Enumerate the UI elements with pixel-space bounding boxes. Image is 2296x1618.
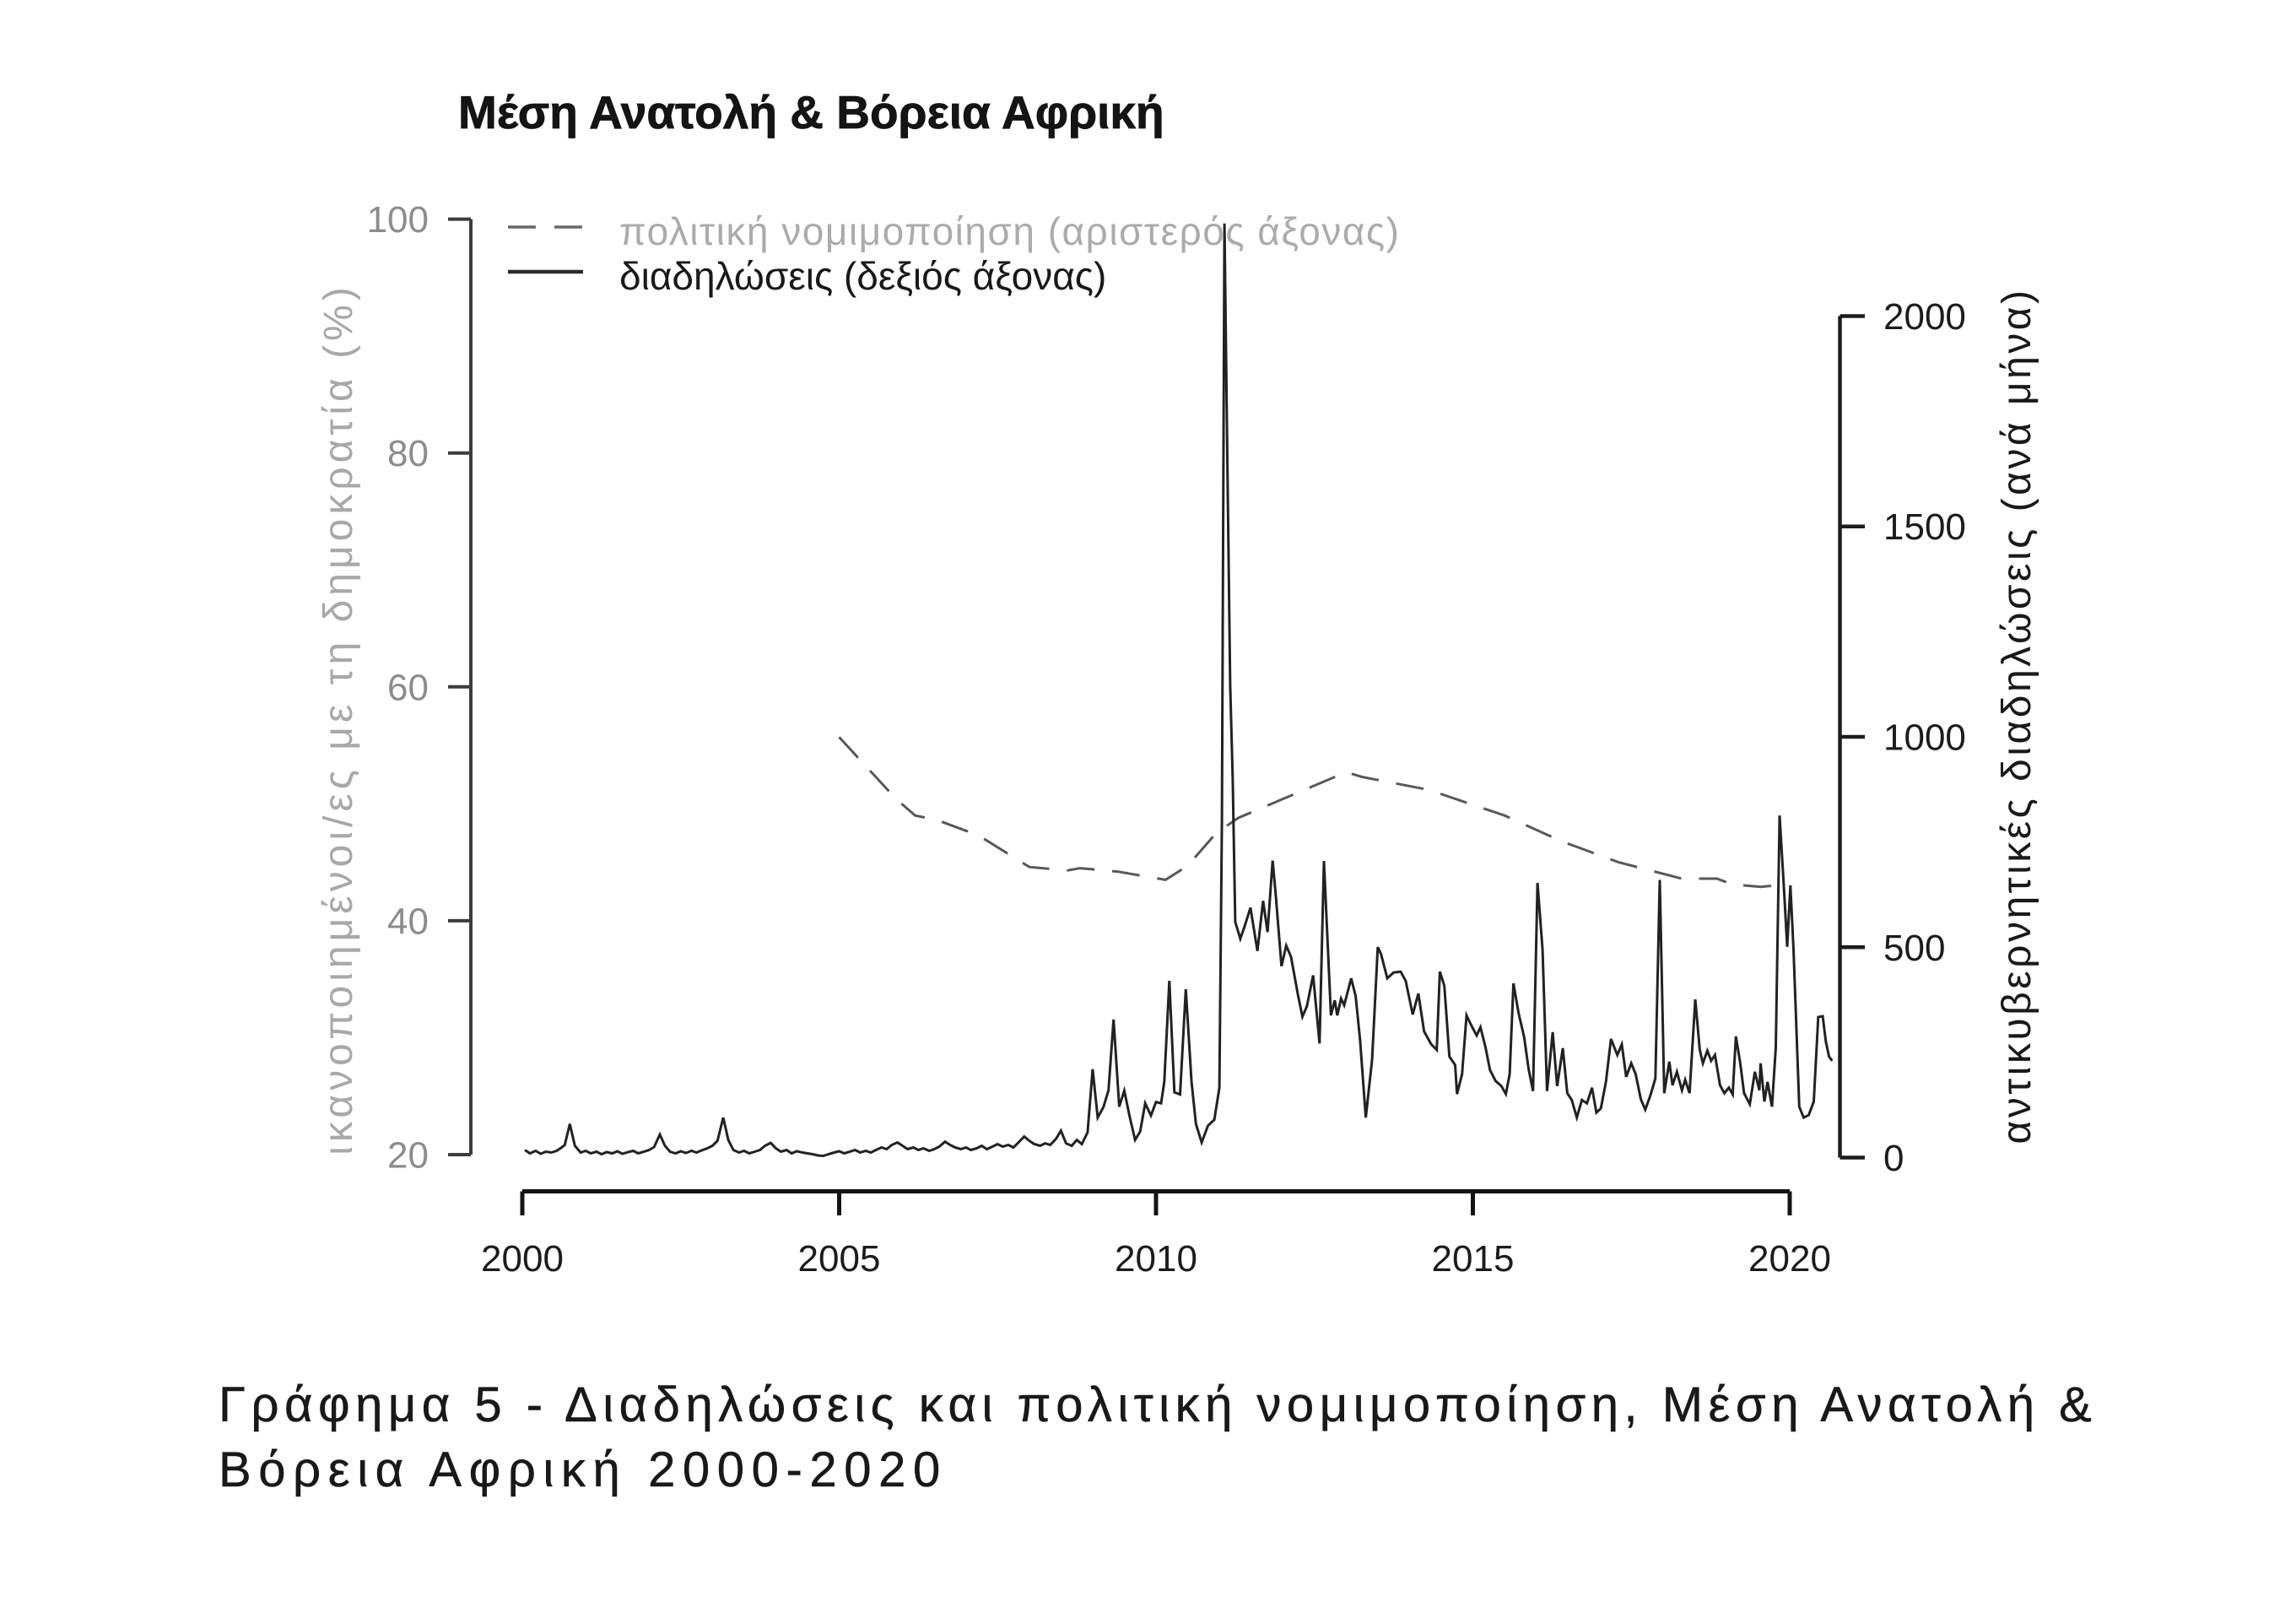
svg-text:Μέση Ανατολή & Βόρεια Αφρική: Μέση Ανατολή & Βόρεια Αφρική (458, 86, 1164, 138)
svg-text:500: 500 (1883, 928, 1945, 969)
svg-text:2015: 2015 (1432, 1238, 1515, 1280)
svg-text:2005: 2005 (798, 1238, 881, 1280)
svg-text:ικανοποιημένοι/ες με τη δημοκρ: ικανοποιημένοι/ες με τη δημοκρατία (%) (316, 283, 361, 1155)
svg-text:1000: 1000 (1883, 717, 1966, 759)
svg-text:2000: 2000 (1883, 296, 1966, 338)
svg-text:2010: 2010 (1115, 1238, 1197, 1280)
svg-text:Γράφημα 5 - Διαδηλώσεις και πο: Γράφημα 5 - Διαδηλώσεις και πολιτική νομ… (219, 1377, 2097, 1432)
svg-text:διαδηλώσεις (δεξιός άξονας): διαδηλώσεις (δεξιός άξονας) (619, 254, 1106, 298)
svg-text:0: 0 (1883, 1138, 1904, 1179)
svg-text:20: 20 (387, 1135, 429, 1177)
svg-text:Βόρεια Αφρική 2000-2020: Βόρεια Αφρική 2000-2020 (219, 1442, 948, 1497)
svg-text:πολιτική νομιμοποίηση (αριστερ: πολιτική νομιμοποίηση (αριστερός άξονας) (619, 209, 1400, 253)
svg-text:1500: 1500 (1883, 506, 1966, 548)
svg-text:40: 40 (387, 901, 429, 942)
svg-text:80: 80 (387, 433, 429, 474)
svg-text:60: 60 (387, 667, 429, 708)
svg-text:2000: 2000 (481, 1238, 564, 1280)
svg-text:αντικυβερνητικές διαδηλώσεις (: αντικυβερνητικές διαδηλώσεις (ανά μήνα) (1995, 288, 2039, 1145)
svg-text:100: 100 (367, 199, 429, 241)
svg-text:2020: 2020 (1748, 1238, 1831, 1280)
